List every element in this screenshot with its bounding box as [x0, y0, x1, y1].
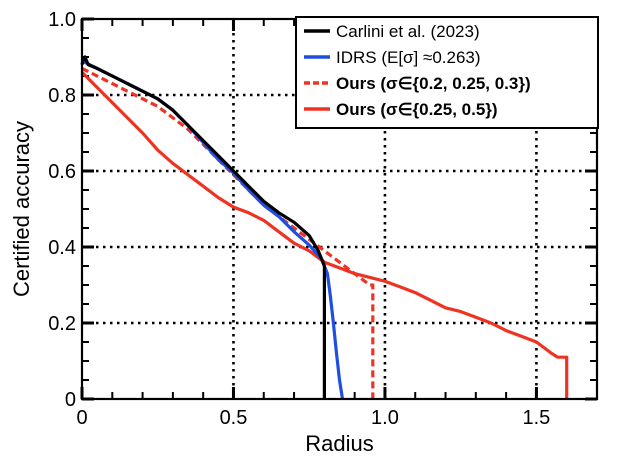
x-tick-label: 1.5 [523, 407, 551, 429]
legend-label: Carlini et al. (2023) [336, 22, 480, 41]
series-line-2 [81, 66, 375, 399]
x-tick-label: 0.5 [220, 407, 248, 429]
x-tick-label: 0 [76, 407, 87, 429]
y-axis-label: Certified accuracy [9, 121, 34, 297]
legend-label: Ours (σ∈{0.2, 0.25, 0.3}) [336, 74, 531, 93]
legend-box [295, 16, 599, 129]
y-tick-label: 0.8 [48, 85, 76, 107]
y-tick-label: 0.2 [48, 313, 76, 335]
legend-label: Ours (σ∈{0.25, 0.5}) [336, 100, 498, 119]
y-tick-label: 0.6 [48, 161, 76, 183]
y-tick-label: 0.4 [48, 237, 76, 259]
tick-labels: 0 0.5 1.0 1.5 0 0.2 0.4 0.6 0.8 1.0 [48, 9, 550, 429]
series-line-3 [80, 71, 569, 399]
series-line-0 [80, 55, 326, 399]
x-tick-label: 1.0 [371, 407, 399, 429]
data-series [80, 55, 569, 400]
y-tick-label: 1.0 [48, 9, 76, 31]
y-tick-label: 0 [65, 389, 76, 411]
legend: Carlini et al. (2023) IDRS (E[σ] ≈0.263) O… [295, 16, 599, 129]
legend-label: IDRS (E[σ] ≈0.263) [336, 48, 481, 67]
x-axis-label: Radius [305, 431, 373, 456]
